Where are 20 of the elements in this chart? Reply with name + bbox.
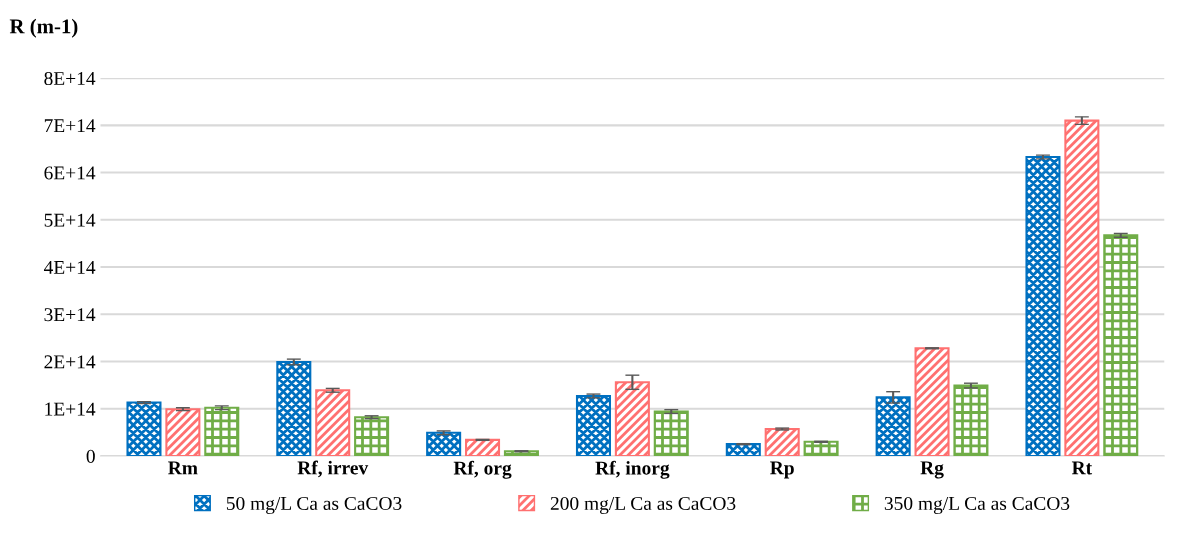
x-tick-label: Rf, org	[453, 460, 512, 479]
legend-label: 50 mg/L Ca as CaCO3	[226, 496, 402, 515]
x-tick-label: Rm	[168, 461, 198, 475]
x-tick-label: Rt	[1071, 461, 1093, 475]
y-tick-label: 6E+14	[44, 166, 96, 180]
y-tick-label: 0	[86, 449, 95, 463]
x-tick-label: Rp	[770, 461, 794, 479]
legend-label: 350 mg/L Ca as CaCO3	[884, 496, 1070, 515]
x-tick-label: Rg	[920, 461, 944, 479]
y-tick-label: 8E+14	[44, 71, 96, 86]
y-tick-label: 7E+14	[44, 119, 96, 133]
y-tick-label: 1E+14	[45, 402, 96, 416]
y-tick-label: 3E+14	[44, 308, 96, 322]
x-tick-label: Rf, inorg	[595, 460, 670, 479]
legend-label: 200 mg/L Ca as CaCO3	[550, 496, 736, 515]
y-tick-label: 2E+14	[44, 355, 96, 369]
x-tick-label: Rf, irrev	[297, 460, 369, 478]
y-tick-label: 4E+14	[43, 260, 96, 274]
y-axis-title: R (m-1)	[9, 18, 78, 38]
y-tick-label: 5E+14	[44, 213, 96, 227]
